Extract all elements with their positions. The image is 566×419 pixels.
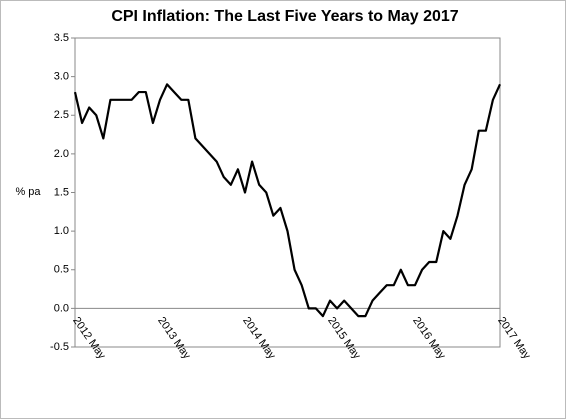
- y-tick-label: 3.0: [54, 71, 69, 83]
- y-tick-label: -0.5: [50, 341, 69, 353]
- y-tick-label: 2.5: [54, 109, 69, 121]
- y-axis-label: % pa: [15, 186, 41, 198]
- y-tick-label: 1.0: [54, 225, 69, 237]
- y-tick-label: 2.0: [54, 148, 69, 160]
- y-tick-label: 0.0: [54, 302, 69, 314]
- y-tick-label: 1.5: [54, 186, 69, 198]
- y-tick-label: 3.5: [54, 32, 69, 44]
- chart-title: CPI Inflation: The Last Five Years to Ma…: [111, 8, 458, 25]
- y-tick-label: 0.5: [54, 264, 69, 276]
- cpi-line: [73, 83, 502, 318]
